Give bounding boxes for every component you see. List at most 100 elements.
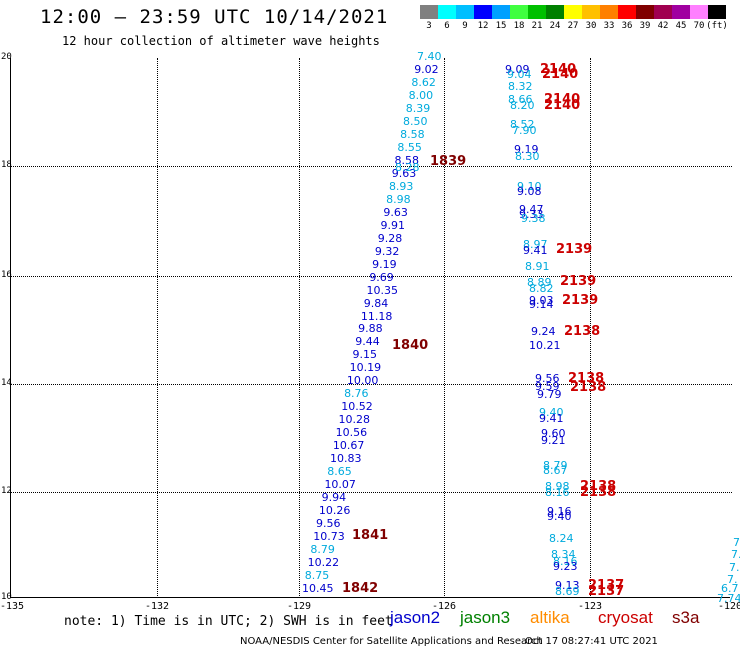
wave-height-value: 10.56: [335, 426, 368, 440]
wave-height-value: 10.52: [341, 400, 373, 414]
wave-height-value: 9.60: [541, 427, 566, 440]
wave-height-value: 8.30: [515, 150, 540, 163]
wave-height-value: 7.: [733, 536, 740, 549]
color-swatch: [618, 5, 636, 19]
wave-height-value: 9.04: [507, 68, 532, 81]
wave-height-value: 10.28: [338, 413, 370, 427]
wave-height-value: 8.69: [555, 585, 580, 598]
wave-height-value: 8.98: [545, 480, 570, 493]
color-scale-label: 45: [675, 21, 687, 31]
pass-time-label: 2138: [580, 485, 617, 500]
wave-height-value: 9.59: [535, 380, 560, 393]
pass-time-label: 2140: [544, 98, 581, 113]
wave-height-value: 8.91: [525, 260, 550, 273]
wave-height-value: 8.76: [344, 387, 369, 401]
wave-height-value: 7.: [729, 561, 740, 574]
color-scale-label: 12: [477, 21, 489, 31]
longitude-label: -120: [717, 601, 740, 612]
wave-height-value: 8.93: [388, 179, 414, 193]
wave-height-value: 10.26: [318, 504, 351, 518]
color-scale-label: 15: [495, 21, 507, 31]
color-scale-label: 3: [426, 21, 432, 31]
color-swatch: [528, 5, 546, 19]
wave-height-value: 8.52: [510, 118, 535, 131]
wave-height-value: 8.34: [551, 548, 576, 561]
wave-height-value: 8.32: [508, 80, 533, 93]
color-scale-label: 36: [621, 21, 633, 31]
wave-height-value: 9.08: [517, 185, 542, 198]
color-scale-label: 18: [513, 21, 525, 31]
wave-height-value: 8.55: [397, 140, 422, 154]
color-swatch: [474, 5, 492, 19]
color-scale-label: 9: [462, 21, 468, 31]
wave-height-value: 6.7: [721, 582, 739, 595]
pass-time-label: 2138: [580, 479, 617, 494]
wave-height-value: 7.: [731, 548, 740, 561]
map-plot-area: [10, 58, 730, 598]
wave-height-value: 10.07: [324, 478, 356, 492]
latitude-label: 12: [1, 486, 12, 496]
longitude-label: -129: [286, 601, 312, 612]
wave-height-value: 8.79: [543, 459, 568, 472]
map-title: 12:00 – 23:59 UTC 10/14/2021: [40, 6, 389, 28]
wave-height-value: 8.65: [327, 465, 352, 479]
wave-height-value: 9.24: [531, 325, 556, 338]
color-swatch: [708, 5, 726, 19]
wave-height-value: 9.33: [519, 208, 544, 221]
wave-height-value: 9.44: [355, 335, 380, 349]
latitude-label: 20: [1, 52, 12, 62]
wave-height-value: 9.02: [414, 62, 439, 76]
color-scale-label: 70: [693, 21, 705, 31]
color-swatch: [600, 5, 618, 19]
wave-height-value: 9.56: [316, 517, 341, 531]
color-swatch: [636, 5, 654, 19]
color-scale-label: 30: [585, 21, 597, 31]
color-swatch: [564, 5, 582, 19]
wave-height-value: 9.47: [519, 203, 544, 216]
pass-time-label: 1841: [352, 528, 389, 543]
pass-time-label: 2137: [588, 578, 625, 593]
wave-height-value: 8.89: [527, 276, 552, 289]
legend-s3a: s3a: [672, 608, 700, 627]
wave-height-value: 8.39: [405, 101, 431, 115]
color-scale-label: 39: [639, 21, 651, 31]
color-swatch: [420, 5, 438, 19]
wave-height-value: 10.67: [332, 439, 365, 453]
longitude-gridline: [590, 58, 591, 598]
wave-height-value: 8.67: [543, 464, 568, 477]
color-scale-label: 33: [603, 21, 615, 31]
wave-height-value: 9.38: [521, 212, 546, 225]
latitude-gridline: [10, 384, 732, 385]
color-scale-label: 6: [444, 21, 450, 31]
legend-jason2: jason2: [390, 608, 441, 627]
longitude-gridline: [157, 58, 158, 598]
wave-height-value: 8.16: [553, 555, 578, 568]
wave-height-value: 9.19: [514, 143, 539, 156]
pass-time-label: 1842: [342, 581, 379, 596]
latitude-label: 16: [1, 270, 12, 280]
color-swatch: [456, 5, 474, 19]
legend-cryosat: cryosat: [598, 608, 653, 627]
wave-height-value: 10.00: [346, 374, 379, 388]
generation-timestamp: Oct 17 08:27:41 UTC 2021: [525, 636, 658, 647]
footer-note: note: 1) Time is in UTC; 2) SWH is in fe…: [64, 614, 393, 629]
wave-height-value: 9.09: [505, 63, 530, 76]
credit-line: NOAA/NESDIS Center for Satellite Applica…: [240, 636, 543, 647]
longitude-gridline: [299, 58, 300, 598]
longitude-label: -123: [577, 601, 603, 612]
wave-height-value: 8.00: [408, 88, 434, 102]
wave-height-value: 8.75: [304, 569, 330, 583]
wave-height-value: 9.84: [363, 296, 389, 310]
longitude-label: -126: [431, 601, 457, 612]
latitude-label: 18: [1, 160, 12, 170]
wave-height-value: 9.91: [380, 218, 406, 232]
color-swatch: [582, 5, 600, 19]
wave-height-value: 8.16: [545, 486, 570, 499]
legend-altika: altika: [530, 608, 570, 627]
wave-height-value: 8.98: [386, 192, 411, 206]
pass-time-label: 2140: [540, 62, 577, 77]
wave-height-value: 9.79: [537, 388, 562, 401]
color-swatch: [492, 5, 510, 19]
pass-time-label: 1839: [430, 154, 467, 169]
wave-height-value: 10.83: [330, 452, 362, 466]
